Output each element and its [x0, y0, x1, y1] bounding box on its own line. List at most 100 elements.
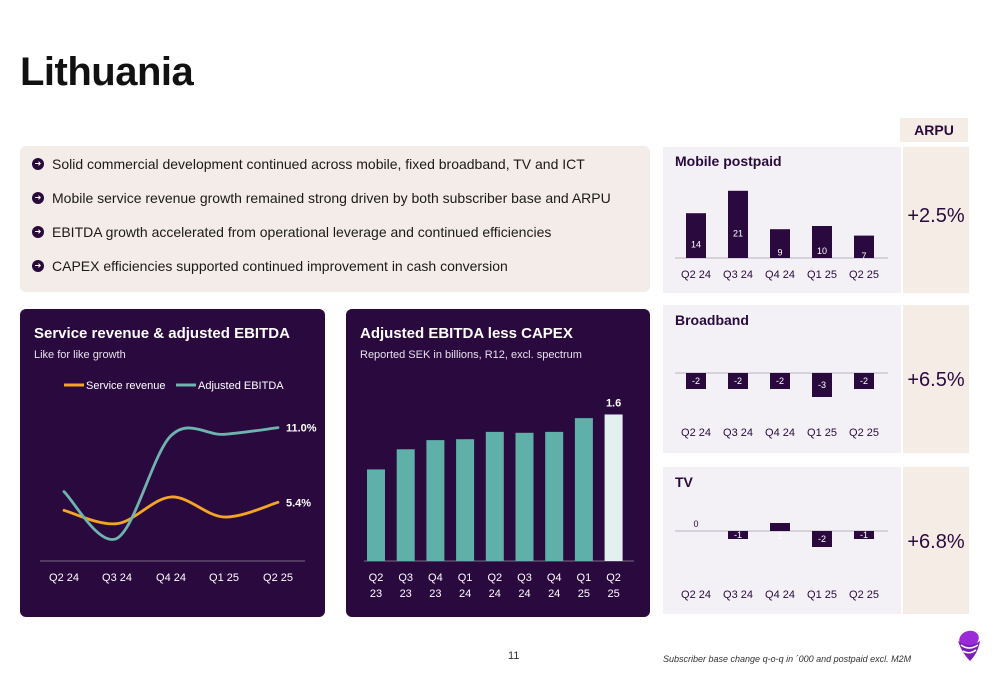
- bar: [485, 431, 504, 561]
- bullet-text: Solid commercial development continued a…: [52, 156, 585, 172]
- bar: [812, 531, 832, 547]
- x-tick-label: Q2: [369, 572, 384, 584]
- page-number: 11: [508, 650, 520, 662]
- bullet-text: CAPEX efficiencies supported continued i…: [52, 258, 508, 274]
- data-label: -2: [818, 534, 826, 544]
- bar: [728, 373, 748, 389]
- x-tick-label: Q3: [398, 572, 413, 584]
- data-label: -1: [734, 530, 742, 540]
- card-title: Mobile postpaid: [675, 153, 782, 169]
- data-label: -2: [734, 376, 742, 386]
- bar: [770, 373, 790, 389]
- arrow-right-icon: ➜: [32, 192, 44, 204]
- arpu-value: +6.8%: [907, 531, 965, 553]
- bar: [515, 432, 534, 561]
- x-tick-label: Q4: [547, 572, 562, 584]
- x-tick-label: Q3 24: [723, 269, 753, 281]
- x-tick-label: Q1 25: [807, 589, 837, 601]
- data-label: 0: [693, 519, 698, 529]
- x-tick-label: 23: [370, 588, 382, 600]
- card-title: TV: [675, 474, 693, 490]
- line-chart: Q2 24 Q3 24 Q4 24 Q1 25 Q2 25 Service revenue…: [40, 380, 317, 584]
- bar: [812, 373, 832, 397]
- bar: [686, 373, 706, 389]
- arrow-right-icon: ➜: [32, 260, 44, 272]
- x-tick-label: Q2 25: [263, 572, 293, 584]
- x-tick-label: Q4 24: [765, 427, 795, 439]
- data-label: 1.6: [606, 397, 621, 409]
- legend-label: Service revenue: [86, 380, 166, 392]
- x-tick-label: Q2 24: [49, 572, 79, 584]
- x-tick-label: Q2: [487, 572, 502, 584]
- bar: [770, 229, 790, 258]
- x-tick-label: Q2 25: [849, 427, 879, 439]
- x-tick-label: Q1 25: [209, 572, 239, 584]
- x-tick-label: 25: [578, 588, 590, 600]
- bar: [686, 213, 706, 258]
- data-label: 10: [817, 246, 827, 256]
- x-tick-label: Q4: [428, 572, 443, 584]
- x-tick-label: Q1 25: [807, 427, 837, 439]
- data-label: 21: [733, 228, 743, 238]
- tv-chart: Q2 24 Q3 24 Q4 24 Q1 25 Q2 25 0 -1 1 -2 -1: [675, 519, 888, 601]
- bar: [574, 418, 593, 561]
- x-tick-label: Q2 24: [681, 427, 711, 439]
- broadband-chart: Q2 24 Q3 24 Q4 24 Q1 25 Q2 25 -2 -2 -2 -3 -2: [675, 372, 888, 439]
- x-tick-label: Q3 24: [102, 572, 132, 584]
- data-label: -2: [692, 376, 700, 386]
- data-label: 9: [777, 248, 782, 258]
- bullet-item: ➜ Solid commercial development continued…: [32, 156, 585, 172]
- data-label: -1: [860, 530, 868, 540]
- data-label: -3: [818, 380, 826, 390]
- arpu-header: ARPU: [900, 118, 968, 142]
- end-value-label: 11.0%: [286, 423, 317, 435]
- bar: [854, 373, 874, 389]
- bullet-item: ➜ CAPEX efficiencies supported continued…: [32, 258, 508, 274]
- data-label: -2: [776, 376, 784, 386]
- footnote: Subscriber base change q-o-q in ´000 and…: [663, 654, 912, 664]
- bar: [854, 531, 874, 539]
- x-tick-label: 23: [400, 588, 412, 600]
- x-tick-label: Q1: [458, 572, 473, 584]
- x-tick-label: Q3: [517, 572, 532, 584]
- x-tick-label: Q3 24: [723, 427, 753, 439]
- bar: [812, 226, 832, 258]
- series-line: [62, 495, 280, 526]
- x-tick-label: Q2 25: [849, 589, 879, 601]
- bullet-text: EBITDA growth accelerated from operation…: [52, 224, 552, 240]
- bar: [367, 469, 385, 561]
- mobile-postpaid-card: Mobile postpaid Q2 24 Q3 24 Q4 24 Q1 25 Q2 2…: [663, 147, 901, 293]
- x-tick-label: 24: [489, 588, 501, 600]
- x-tick-label: 24: [459, 588, 471, 600]
- ebitda-capex-chart-panel: Adjusted EBITDA less CAPEX Reported SEK …: [346, 309, 650, 617]
- x-tick-label: Q3 24: [723, 589, 753, 601]
- bullet-item: ➜ EBITDA growth accelerated from operati…: [32, 224, 551, 240]
- x-tick-label: Q4 24: [765, 589, 795, 601]
- bullet-text: Mobile service revenue growth remained s…: [52, 190, 611, 206]
- x-tick-label: Q2 25: [849, 269, 879, 281]
- x-tick-label: 24: [518, 588, 530, 600]
- mobile-arpu-box: +2.5%: [903, 147, 969, 293]
- series-line: [62, 426, 280, 541]
- highlights-panel: ➜ Solid commercial development continued…: [20, 146, 650, 292]
- bar: [545, 431, 564, 561]
- bar-chart: Q2 23 Q3 23 Q4 23 Q1 24 Q2 24 Q3 24 Q4 24 Q1 25 Q2 25 1.6: [364, 397, 634, 600]
- arrow-right-icon: ➜: [32, 158, 44, 170]
- bar: [728, 531, 748, 539]
- bar: [854, 235, 874, 258]
- x-tick-label: Q4 24: [156, 572, 186, 584]
- mobile-postpaid-chart: Q2 24 Q3 24 Q4 24 Q1 25 Q2 25 14 21 9 10 7: [675, 190, 888, 281]
- x-tick-label: Q2 24: [681, 589, 711, 601]
- x-tick-label: Q1 25: [807, 269, 837, 281]
- bar: [396, 449, 415, 561]
- data-label: 14: [691, 240, 701, 250]
- broadband-arpu-box: +6.5%: [903, 305, 969, 453]
- data-label: 7: [861, 251, 866, 261]
- chart-title: Service revenue & adjusted EBITDA: [34, 325, 290, 342]
- broadband-card: Broadband Q2 24 Q3 24 Q4 24 Q1 25 Q2 25 -2 -2 -…: [663, 305, 901, 453]
- bar: [770, 523, 790, 531]
- bar: [728, 190, 748, 258]
- x-tick-label: 23: [429, 588, 441, 600]
- data-label: 1: [777, 531, 782, 541]
- chart-subtitle: Reported SEK in billions, R12, excl. spe…: [360, 349, 582, 361]
